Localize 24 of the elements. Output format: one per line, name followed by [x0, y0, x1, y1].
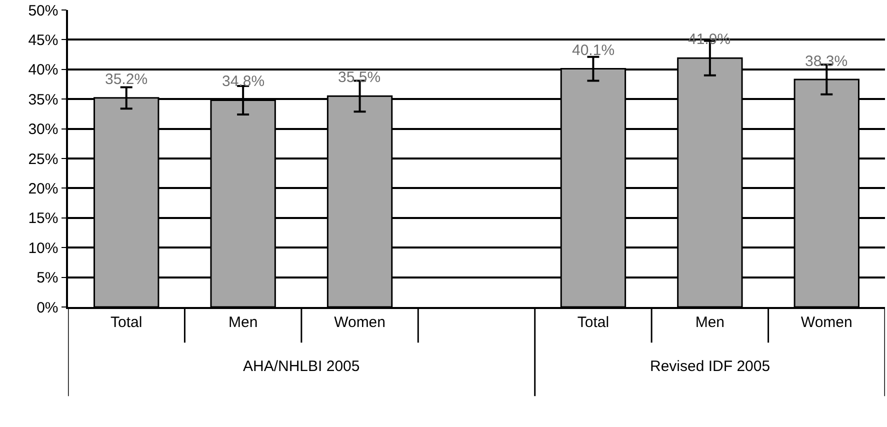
- y-tick-label: 40%: [28, 62, 58, 79]
- y-tick-label: 25%: [28, 150, 58, 168]
- data-label: 34.8%: [222, 73, 265, 90]
- x-tick-label: Women: [334, 314, 386, 331]
- data-label: 40.1%: [572, 42, 615, 59]
- x-tick-label: Men: [228, 314, 258, 331]
- y-tick-label: 20%: [28, 180, 58, 198]
- x-tick-label: Women: [800, 314, 852, 331]
- y-tick-label: 0%: [36, 299, 58, 316]
- text: Revised IDF 2005: [650, 358, 770, 375]
- y-tick-label: 45%: [28, 32, 58, 49]
- x-tick-label: Total: [110, 314, 142, 331]
- data-label: 38.3%: [805, 53, 848, 70]
- x-tick-label: Total: [577, 314, 610, 331]
- data-label: 35.2%: [105, 71, 148, 88]
- y-tick-label: 35%: [28, 91, 58, 108]
- text: AHA/NHLBI 2005: [243, 358, 360, 375]
- y-tick-label: 50%: [28, 2, 58, 20]
- y-tick-label: 15%: [28, 210, 58, 228]
- y-tick-label: 5%: [36, 270, 58, 287]
- y-tick-label: 10%: [28, 240, 58, 257]
- y-tick-label: 30%: [28, 121, 58, 138]
- data-label: 35.5%: [338, 69, 381, 86]
- x-tick-label: Men: [695, 314, 725, 331]
